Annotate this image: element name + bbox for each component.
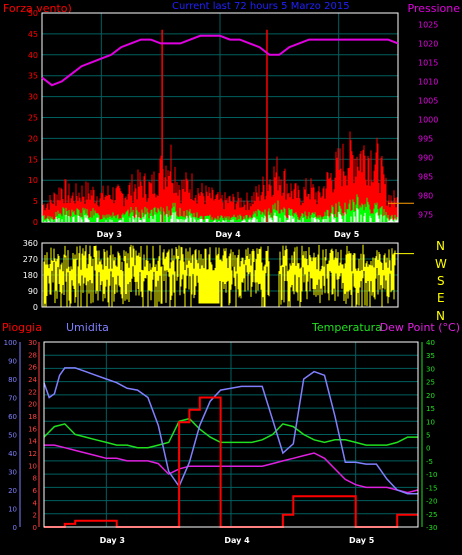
compass-w: W <box>435 257 447 271</box>
temperature-tick-label: 35 <box>426 352 435 360</box>
rain-tick-label: 28 <box>28 351 37 359</box>
dewpoint-line <box>44 444 419 494</box>
temperature-tick-label: 10 <box>426 418 435 426</box>
pressure-tick-label: 995 <box>418 134 433 143</box>
wind-tick-label: 15 <box>28 155 38 164</box>
humidity-tick-label: 50 <box>8 432 17 440</box>
rain-axis-title: Pioggia <box>2 321 42 334</box>
rain-tick-label: 20 <box>28 401 37 409</box>
humidity-tick-label: 60 <box>8 413 17 421</box>
temperature-tick-label: -20 <box>426 498 437 506</box>
x-tick-label: Day 4 <box>215 230 241 239</box>
humidity-tick-label: 80 <box>8 376 17 384</box>
pressure-tick-label: 1015 <box>418 58 438 67</box>
humidity-line <box>43 367 418 495</box>
temperature-tick-label: 0 <box>426 445 430 453</box>
direction-tick-label: 270 <box>23 255 38 264</box>
wind-tick-label: 5 <box>33 197 38 206</box>
temperature-tick-label: -25 <box>426 511 437 519</box>
compass-n-top: N <box>436 239 445 253</box>
wind-tick-label: 40 <box>28 51 38 60</box>
temperature-tick-label: 15 <box>426 405 435 413</box>
wind-tick-label: 25 <box>28 114 38 123</box>
compass-s: S <box>437 274 445 288</box>
temperature-tick-label: -5 <box>426 458 433 466</box>
wind-tick-label: 45 <box>28 30 38 39</box>
rain-tick-label: 30 <box>28 339 37 347</box>
rain-tick-label: 0 <box>33 524 37 532</box>
rain-tick-label: 24 <box>28 376 37 384</box>
pressure-tick-label: 990 <box>418 153 433 162</box>
temperature-tick-label: 30 <box>426 365 435 373</box>
pressure-tick-label: 980 <box>418 191 433 200</box>
pressure-tick-label: 975 <box>418 210 433 219</box>
rain-tick-label: 10 <box>28 462 37 470</box>
wind-tick-label: 30 <box>28 93 38 102</box>
temperature-axis-title: Temperatura <box>311 321 382 334</box>
wind-tick-label: 50 <box>28 9 38 18</box>
x-tick-label: Day 3 <box>97 230 122 239</box>
wind-tick-label: 10 <box>28 176 38 185</box>
wind-speed-axis-title: Forza vento) <box>3 2 72 15</box>
rain-tick-label: 14 <box>28 438 37 446</box>
rain-tick-label: 16 <box>28 425 37 433</box>
temperature-tick-label: -30 <box>426 524 437 532</box>
temperature-line <box>43 417 418 449</box>
rain-tick-label: 12 <box>28 450 37 458</box>
humidity-tick-label: 40 <box>8 450 17 458</box>
dewpoint-axis-title: Dew Point (°C) <box>380 321 460 334</box>
compass-e: E <box>437 291 445 305</box>
rain-tick-label: 6 <box>33 487 38 495</box>
rain-tick-label: 22 <box>28 388 37 396</box>
wind-tick-label: 0 <box>33 218 38 227</box>
temperature-tick-label: 5 <box>426 432 430 440</box>
rain-plot-frame <box>43 341 419 528</box>
humidity-tick-label: 10 <box>8 506 17 514</box>
plot-layer: 0510152025303540455097598098599099510001… <box>4 9 439 545</box>
pressure-tick-label: 1010 <box>418 77 438 86</box>
humidity-tick-label: 20 <box>8 487 17 495</box>
pressure-tick-label: 1005 <box>418 96 438 105</box>
humidity-tick-label: 70 <box>8 395 17 403</box>
humidity-tick-label: 100 <box>4 339 17 347</box>
humidity-axis-title: Umidita <box>66 321 109 334</box>
pressure-tick-label: 985 <box>418 172 433 181</box>
rain-tick-label: 26 <box>28 364 37 372</box>
x-tick-label: Day 4 <box>224 536 250 545</box>
x-tick-label: Day 3 <box>100 536 125 545</box>
direction-tick-label: 90 <box>28 287 38 296</box>
humidity-tick-label: 30 <box>8 469 17 477</box>
direction-tick-label: 180 <box>23 271 38 280</box>
humidity-tick-label: 90 <box>8 358 17 366</box>
rain-tick-label: 2 <box>33 512 37 520</box>
temperature-tick-label: -15 <box>426 484 437 492</box>
x-tick-label: Day 5 <box>334 230 360 239</box>
x-tick-label: Day 5 <box>349 536 375 545</box>
direction-plot-frame <box>41 242 399 308</box>
temperature-tick-label: -10 <box>426 471 437 479</box>
pressure-axis-title: Pressione <box>408 2 461 15</box>
direction-tick-label: 360 <box>23 239 38 248</box>
rain-line <box>44 396 418 528</box>
wind-tick-label: 35 <box>28 72 38 81</box>
pressure-tick-label: 1020 <box>418 39 438 48</box>
compass-n-bottom: N <box>436 309 445 323</box>
rain-tick-label: 18 <box>28 413 37 421</box>
temperature-tick-label: 20 <box>426 392 435 400</box>
pressure-tick-label: 1000 <box>418 115 438 124</box>
wind-tick-label: 20 <box>28 134 38 143</box>
humidity-tick-label: 0 <box>13 524 17 532</box>
chart-title: Current last 72 hours 5 Marzo 2015 <box>172 1 350 12</box>
temperature-tick-label: 25 <box>426 379 435 387</box>
pressure-line <box>41 34 399 87</box>
rain-tick-label: 8 <box>33 475 37 483</box>
direction-tick-label: 0 <box>33 303 38 312</box>
rain-tick-label: 4 <box>33 499 38 507</box>
temperature-tick-label: 40 <box>426 339 435 347</box>
pressure-tick-label: 1025 <box>418 20 438 29</box>
